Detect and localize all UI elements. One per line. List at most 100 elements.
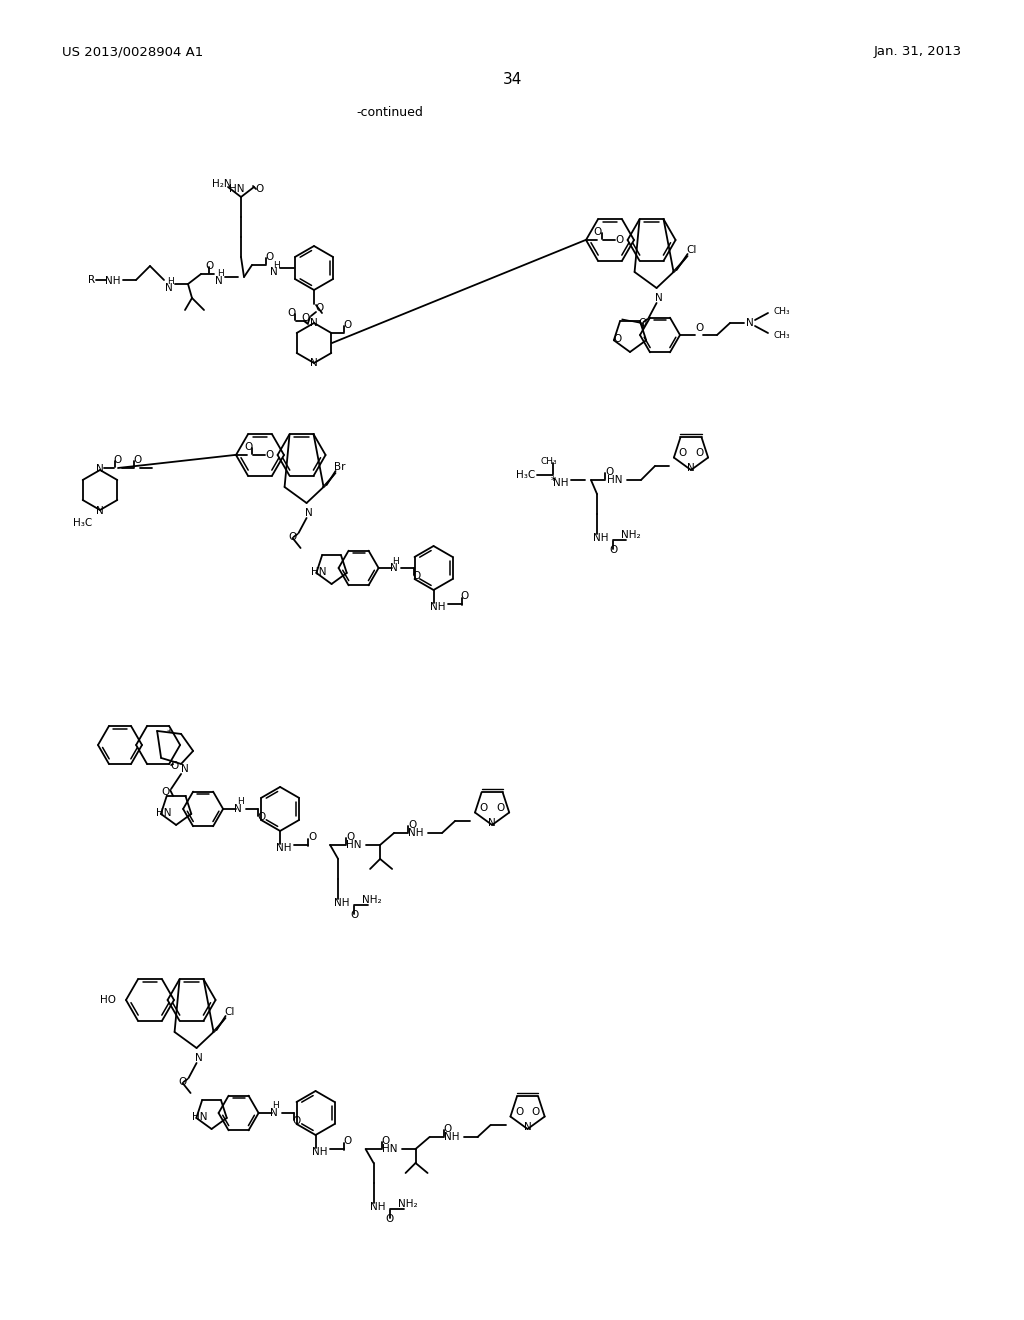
Text: R: R [88, 275, 95, 285]
Text: HN: HN [346, 840, 361, 850]
Text: O: O [638, 318, 647, 327]
Text: N: N [687, 463, 695, 473]
Text: *: * [551, 477, 556, 486]
Text: NH: NH [443, 1133, 460, 1142]
Text: N: N [310, 358, 317, 368]
Text: HN: HN [382, 1144, 397, 1154]
Text: N: N [96, 506, 103, 516]
Text: O: O [594, 227, 602, 238]
Text: O: O [114, 455, 122, 465]
Text: H: H [218, 269, 224, 279]
Text: O: O [515, 1106, 523, 1117]
Text: N: N [654, 293, 663, 304]
Text: O: O [461, 591, 469, 601]
Text: O: O [178, 1077, 186, 1086]
Text: N: N [165, 282, 173, 293]
Text: O: O [134, 455, 142, 465]
Text: N: N [523, 1122, 531, 1133]
Text: NH: NH [409, 828, 424, 838]
Text: -continued: -continued [356, 106, 424, 119]
Text: O: O [413, 572, 421, 581]
Text: N: N [746, 318, 754, 327]
Text: O: O [170, 762, 178, 771]
Text: O: O [695, 447, 703, 458]
Text: N: N [96, 465, 103, 474]
Text: H: H [272, 260, 280, 269]
Text: N: N [488, 818, 496, 828]
Text: O: O [346, 832, 354, 842]
Text: Cl: Cl [686, 246, 696, 255]
Text: Jan. 31, 2013: Jan. 31, 2013 [873, 45, 962, 58]
Text: HO: HO [100, 995, 116, 1005]
Text: N: N [310, 318, 317, 327]
Text: HN: HN [311, 568, 327, 577]
Text: O: O [288, 308, 296, 318]
Text: 34: 34 [503, 73, 521, 87]
Text: O: O [289, 532, 297, 543]
Text: O: O [408, 820, 416, 830]
Text: O: O [315, 304, 325, 313]
Text: NH: NH [276, 843, 292, 853]
Text: NH: NH [593, 533, 608, 543]
Text: O: O [350, 909, 358, 920]
Text: NH: NH [105, 276, 121, 286]
Text: O: O [265, 252, 273, 261]
Text: O: O [245, 442, 253, 451]
Text: O: O [531, 1106, 540, 1117]
Text: NH: NH [335, 898, 350, 908]
Text: O: O [679, 447, 687, 458]
Text: *: * [167, 730, 171, 738]
Text: HN: HN [229, 183, 245, 194]
Text: O: O [293, 1115, 301, 1126]
Text: O: O [161, 787, 169, 797]
Text: HN: HN [607, 475, 623, 484]
Text: US 2013/0028904 A1: US 2013/0028904 A1 [62, 45, 203, 58]
Text: H: H [237, 797, 244, 807]
Text: NH₂: NH₂ [397, 1199, 418, 1209]
Text: NH₂: NH₂ [622, 531, 641, 540]
Text: N: N [234, 804, 242, 814]
Text: O: O [382, 1137, 390, 1146]
Text: N: N [305, 508, 312, 517]
Text: H₃C: H₃C [73, 517, 92, 528]
Text: NH: NH [553, 478, 568, 488]
Text: NH₂: NH₂ [362, 895, 382, 906]
Text: CH₃: CH₃ [541, 457, 557, 466]
Text: H: H [168, 276, 174, 285]
Text: CH₃: CH₃ [773, 330, 790, 339]
Text: H: H [272, 1101, 279, 1110]
Text: H₃C: H₃C [516, 470, 535, 480]
Text: O: O [206, 261, 214, 271]
Text: O: O [302, 313, 310, 323]
Text: O: O [308, 832, 316, 842]
Text: O: O [265, 450, 273, 459]
Text: H₂N: H₂N [212, 180, 231, 189]
Text: H: H [392, 557, 399, 565]
Text: O: O [344, 319, 352, 330]
Text: O: O [609, 545, 617, 554]
Text: N: N [270, 267, 278, 277]
Text: O: O [385, 1214, 393, 1224]
Text: Cl: Cl [224, 1007, 234, 1016]
Text: HN: HN [191, 1111, 207, 1122]
Text: O: O [343, 1137, 351, 1146]
Text: O: O [480, 803, 488, 813]
Text: O: O [696, 323, 705, 333]
Text: NH: NH [370, 1203, 385, 1212]
Text: Br: Br [334, 462, 345, 473]
Text: O: O [496, 803, 505, 813]
Text: O: O [615, 235, 624, 246]
Text: O: O [255, 183, 263, 194]
Text: O: O [613, 334, 623, 345]
Text: NH: NH [312, 1147, 328, 1158]
Text: N: N [269, 1107, 278, 1118]
Text: HN: HN [157, 808, 172, 818]
Text: O: O [605, 467, 613, 477]
Text: N: N [195, 1053, 203, 1063]
Text: N: N [215, 276, 223, 286]
Text: O: O [257, 812, 265, 822]
Text: NH: NH [430, 602, 445, 612]
Text: CH₃: CH₃ [773, 306, 790, 315]
Text: N: N [390, 564, 397, 573]
Text: N: N [181, 764, 189, 774]
